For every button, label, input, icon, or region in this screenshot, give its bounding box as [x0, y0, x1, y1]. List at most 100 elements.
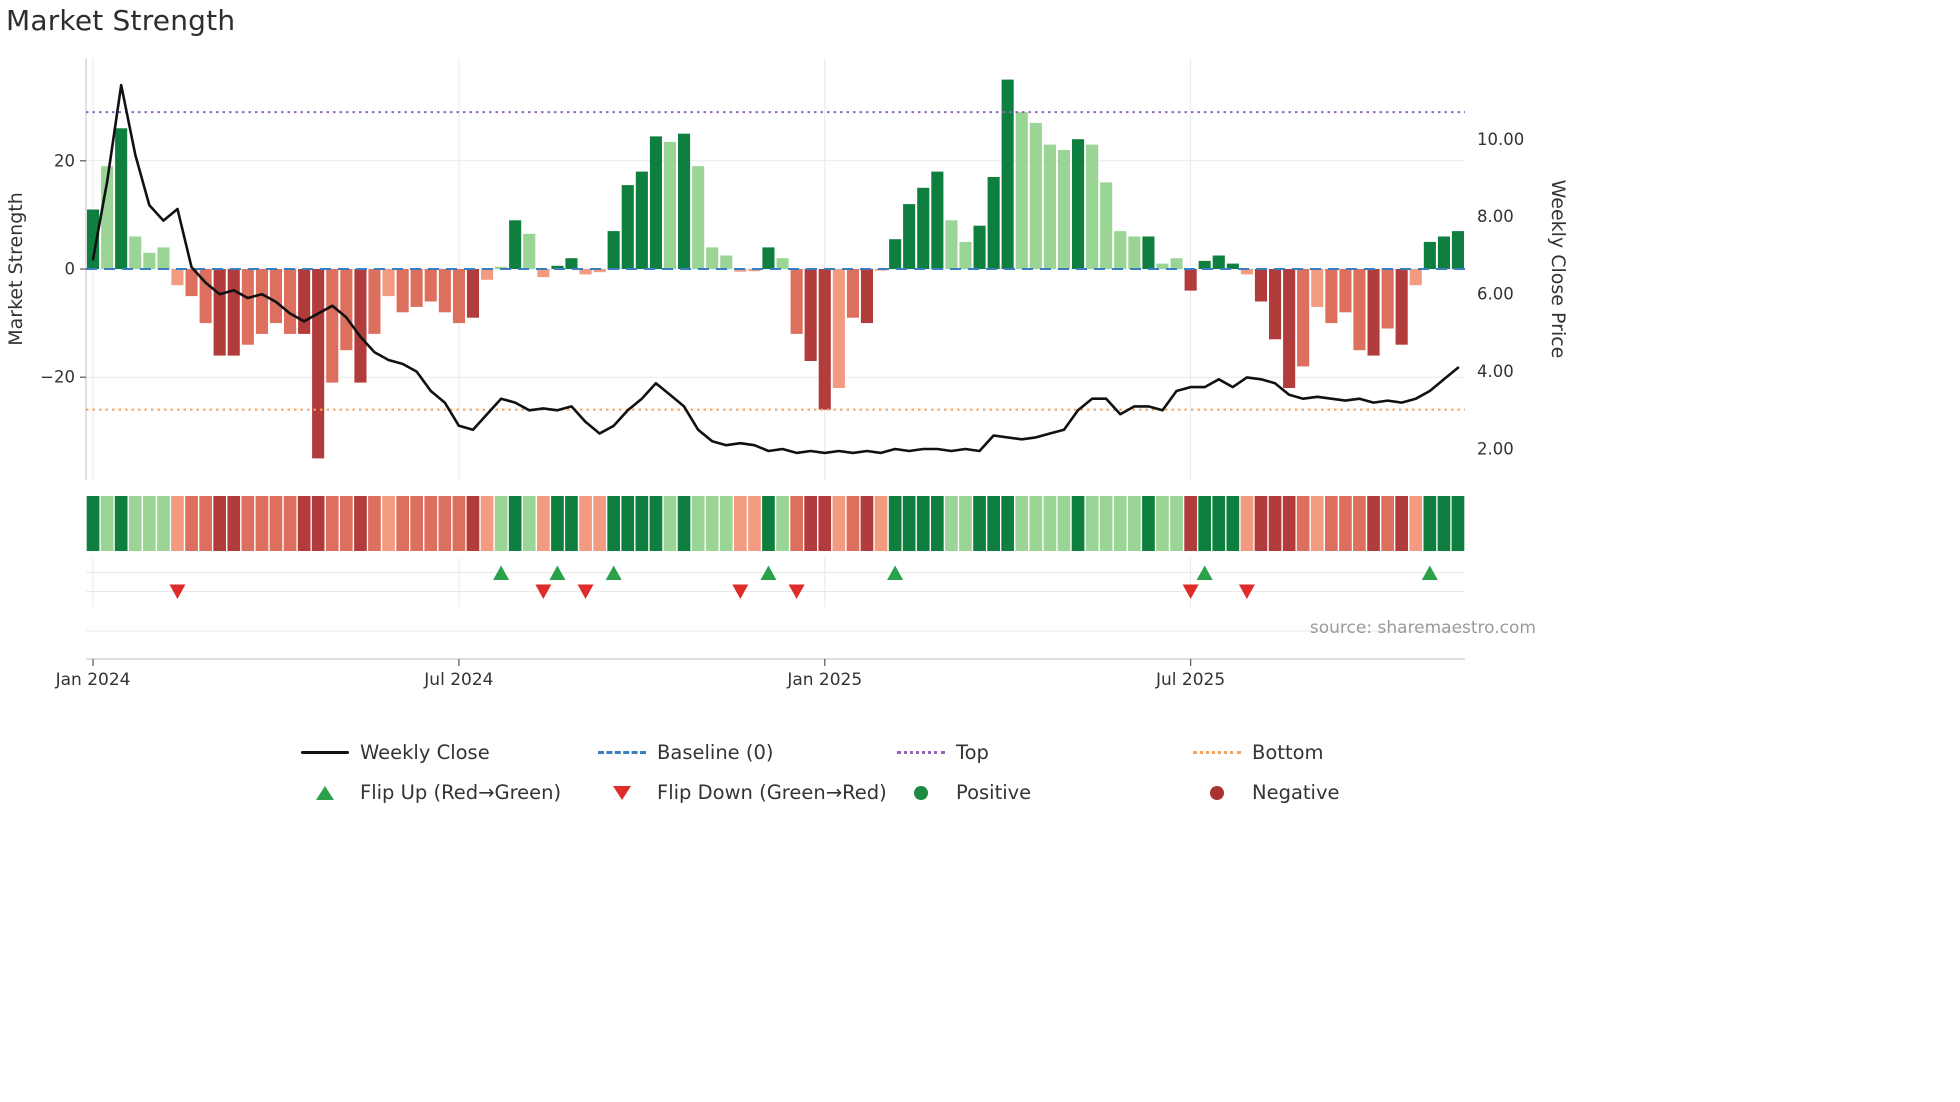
strength-bar	[607, 231, 620, 269]
strength-bar	[1184, 269, 1197, 291]
strength-bar	[678, 133, 691, 269]
strength-bar	[185, 269, 198, 297]
strength-bar	[959, 241, 972, 269]
heatmap-cell	[297, 496, 311, 551]
strength-bar	[846, 269, 859, 318]
left-axis-label: Market Strength	[5, 192, 27, 346]
heatmap-cell	[466, 496, 480, 551]
heatmap-cell	[762, 496, 775, 551]
weekly-close-line-icon	[300, 751, 350, 754]
heatmap-cell	[1395, 496, 1408, 551]
strength-bar	[804, 269, 817, 361]
strength-bar	[298, 269, 311, 334]
flip-up-swatch	[316, 785, 334, 800]
strength-bar	[241, 269, 254, 345]
heatmap-cell	[790, 496, 803, 551]
heatmap-cell	[621, 496, 635, 551]
strength-bar	[1086, 144, 1099, 269]
left-tick-label: −20	[40, 368, 75, 387]
heatmap-cell	[973, 496, 986, 551]
heatmap-cell	[1381, 496, 1394, 551]
heatmap-cell	[1170, 496, 1183, 551]
legend-label-baseline: Baseline (0)	[657, 741, 774, 764]
strength-bar	[157, 247, 170, 269]
strength-bar	[1142, 236, 1155, 269]
heatmap-cell	[1226, 496, 1240, 551]
strength-bar	[945, 220, 958, 269]
strength-bar	[1339, 269, 1352, 313]
heatmap-cell	[494, 496, 508, 551]
strength-bar	[537, 269, 550, 278]
legend-label-negative: Negative	[1252, 781, 1340, 804]
heatmap-cell	[143, 496, 156, 551]
x-tick-label: Jan 2024	[55, 670, 131, 690]
strength-bars	[87, 79, 1464, 459]
strength-bar	[889, 239, 902, 269]
strength-bar	[663, 141, 676, 269]
strength-bar	[255, 269, 268, 334]
heatmap-cell	[1451, 496, 1465, 551]
strength-bar	[368, 269, 381, 334]
strength-bar	[720, 255, 733, 269]
strength-bar	[1381, 269, 1394, 329]
heatmap-cell	[269, 496, 283, 551]
strength-bar	[87, 209, 100, 269]
legend-item-flip-up: Flip Up (Red→Green)	[300, 777, 597, 808]
heatmap-cell	[157, 496, 170, 551]
weekly-close-line	[91, 83, 1460, 455]
top-dotted-icon	[896, 751, 946, 754]
strength-bar	[1437, 236, 1450, 269]
legend-item-positive: Positive	[896, 777, 1192, 808]
source-text: source: sharemaestro.com	[1310, 618, 1536, 638]
strength-bar	[1114, 231, 1127, 269]
heatmap-cell	[1240, 496, 1254, 551]
heatmap-cell	[579, 496, 592, 551]
heatmap-cell	[860, 496, 874, 551]
strength-bar	[523, 233, 536, 269]
bottom-swatch	[1193, 751, 1241, 754]
strength-bar	[481, 269, 494, 280]
right-tick-label: 10.00	[1477, 130, 1524, 149]
x-tick-label: Jan 2025	[786, 670, 862, 690]
legend: Weekly Close Baseline (0) Top Bottom Fli…	[300, 737, 1432, 808]
heatmap-cell	[916, 496, 930, 551]
flip-up-marker	[605, 565, 622, 580]
strength-bar	[1311, 269, 1324, 307]
x-tick-label: Jul 2024	[423, 670, 493, 690]
strength-bar	[776, 258, 789, 269]
flip-up-marker	[1196, 565, 1213, 580]
strength-bar	[987, 177, 1000, 269]
strength-bar	[593, 269, 606, 273]
positive-swatch	[914, 785, 928, 800]
heatmap-cell	[1423, 496, 1437, 551]
heatmap-cell	[171, 496, 184, 551]
heatmap-cell	[311, 496, 325, 551]
strength-bar	[1072, 139, 1085, 269]
strength-bar	[649, 136, 662, 269]
strength-bar	[832, 269, 845, 388]
heatmap-cell	[452, 496, 466, 551]
heatmap-cell	[1142, 496, 1155, 551]
flip-down-triangle-icon	[597, 785, 647, 800]
heatmap-cell	[1437, 496, 1451, 551]
heatmap-cell	[1184, 496, 1197, 551]
legend-item-flip-down: Flip Down (Green→Red)	[597, 777, 896, 808]
heatmap-cell	[1071, 496, 1085, 551]
heatmap-cell	[1339, 496, 1352, 551]
heatmap-cell	[677, 496, 691, 551]
strength-bar	[326, 269, 339, 383]
heatmap-cell	[846, 496, 860, 551]
strength-bar	[171, 269, 184, 286]
legend-label-bottom: Bottom	[1252, 741, 1324, 764]
heatmap-cell	[1099, 496, 1113, 551]
heatmap-cell	[1043, 496, 1057, 551]
legend-label-weekly-close: Weekly Close	[360, 741, 490, 764]
flip-up-marker	[493, 565, 510, 580]
heatmap-cell	[1282, 496, 1296, 551]
heatmap-cell	[1057, 496, 1071, 551]
legend-label-flip-down: Flip Down (Green→Red)	[657, 781, 887, 804]
heatmap-cell	[227, 496, 241, 551]
strength-bar	[1100, 182, 1113, 269]
heatmap-cell	[283, 496, 297, 551]
strength-bar	[790, 269, 803, 334]
